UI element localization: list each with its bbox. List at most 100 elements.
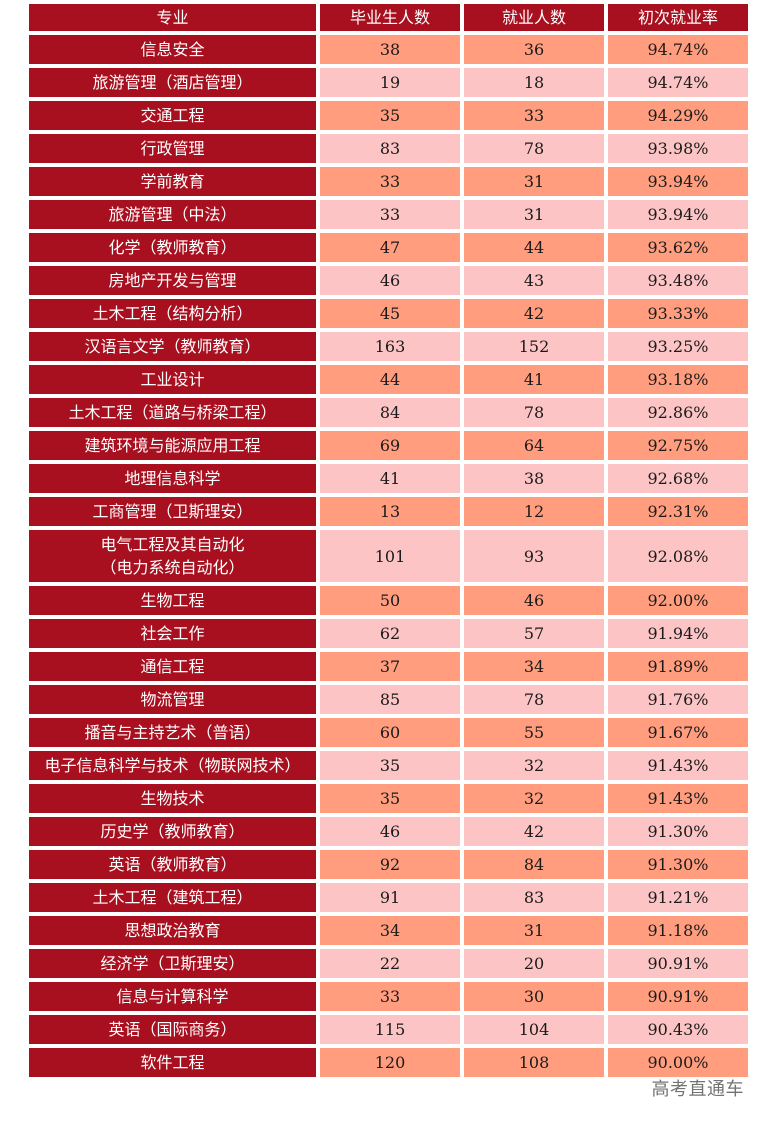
column-header-graduates: 毕业生人数 — [320, 4, 460, 31]
graduates-cell: 38 — [320, 35, 460, 64]
major-cell: 工商管理（卫斯理安） — [29, 497, 316, 526]
employed-cell: 31 — [464, 200, 604, 229]
major-cell: 交通工程 — [29, 101, 316, 130]
major-cell: 土木工程（建筑工程） — [29, 883, 316, 912]
employed-cell: 78 — [464, 398, 604, 427]
rate-cell: 91.18% — [608, 916, 748, 945]
major-cell: 电气工程及其自动化 （电力系统自动化） — [29, 530, 316, 582]
employed-cell: 44 — [464, 233, 604, 262]
rate-cell: 93.62% — [608, 233, 748, 262]
major-cell: 思想政治教育 — [29, 916, 316, 945]
employed-cell: 12 — [464, 497, 604, 526]
major-cell: 地理信息科学 — [29, 464, 316, 493]
major-cell: 信息与计算科学 — [29, 982, 316, 1011]
graduates-cell: 62 — [320, 619, 460, 648]
watermark-text: 高考直通车 — [651, 1079, 744, 1100]
graduates-cell: 101 — [320, 530, 460, 582]
employed-cell: 104 — [464, 1015, 604, 1044]
graduates-cell: 115 — [320, 1015, 460, 1044]
rate-cell: 91.76% — [608, 685, 748, 714]
graduates-cell: 35 — [320, 101, 460, 130]
rate-cell: 90.91% — [608, 982, 748, 1011]
rate-cell: 91.67% — [608, 718, 748, 747]
graduates-cell: 22 — [320, 949, 460, 978]
employed-cell: 32 — [464, 751, 604, 780]
column-header-employed: 就业人数 — [464, 4, 604, 31]
rate-cell: 90.91% — [608, 949, 748, 978]
column-header-rate: 初次就业率 — [608, 4, 748, 31]
graduates-cell: 83 — [320, 134, 460, 163]
rate-cell: 91.21% — [608, 883, 748, 912]
major-cell: 历史学（教师教育） — [29, 817, 316, 846]
employed-cell: 43 — [464, 266, 604, 295]
rate-cell: 93.25% — [608, 332, 748, 361]
employed-cell: 108 — [464, 1048, 604, 1077]
major-cell: 房地产开发与管理 — [29, 266, 316, 295]
rate-cell: 92.08% — [608, 530, 748, 582]
employed-cell: 78 — [464, 134, 604, 163]
employed-cell: 30 — [464, 982, 604, 1011]
major-cell: 信息安全 — [29, 35, 316, 64]
rate-cell: 91.89% — [608, 652, 748, 681]
rate-cell: 90.43% — [608, 1015, 748, 1044]
rate-cell: 91.30% — [608, 850, 748, 879]
employed-cell: 57 — [464, 619, 604, 648]
major-cell: 汉语言文学（教师教育） — [29, 332, 316, 361]
major-cell: 物流管理 — [29, 685, 316, 714]
rate-cell: 94.29% — [608, 101, 748, 130]
major-cell: 英语（教师教育） — [29, 850, 316, 879]
rate-cell: 91.94% — [608, 619, 748, 648]
graduates-cell: 44 — [320, 365, 460, 394]
column-header-major: 专业 — [29, 4, 316, 31]
graduates-cell: 47 — [320, 233, 460, 262]
employed-cell: 33 — [464, 101, 604, 130]
major-cell: 电子信息科学与技术（物联网技术） — [29, 751, 316, 780]
rate-cell: 93.94% — [608, 167, 748, 196]
employment-rate-table: 专业 毕业生人数 就业人数 初次就业率 信息安全 38 36 94.74% 旅游管理（酒… — [29, 4, 748, 1077]
major-cell: 旅游管理（酒店管理） — [29, 68, 316, 97]
major-cell: 学前教育 — [29, 167, 316, 196]
employed-cell: 83 — [464, 883, 604, 912]
graduates-cell: 91 — [320, 883, 460, 912]
major-cell: 播音与主持艺术（普语） — [29, 718, 316, 747]
major-cell: 行政管理 — [29, 134, 316, 163]
rate-cell: 91.43% — [608, 751, 748, 780]
major-cell: 软件工程 — [29, 1048, 316, 1077]
major-cell: 生物技术 — [29, 784, 316, 813]
graduates-cell: 33 — [320, 167, 460, 196]
graduates-cell: 45 — [320, 299, 460, 328]
major-cell: 土木工程（结构分析） — [29, 299, 316, 328]
rate-cell: 93.98% — [608, 134, 748, 163]
graduates-cell: 46 — [320, 817, 460, 846]
employed-cell: 31 — [464, 167, 604, 196]
graduates-cell: 33 — [320, 200, 460, 229]
employed-cell: 46 — [464, 586, 604, 615]
employed-cell: 42 — [464, 817, 604, 846]
major-cell: 旅游管理（中法） — [29, 200, 316, 229]
major-cell: 经济学（卫斯理安） — [29, 949, 316, 978]
major-cell: 社会工作 — [29, 619, 316, 648]
rate-cell: 93.94% — [608, 200, 748, 229]
employed-cell: 55 — [464, 718, 604, 747]
employed-cell: 78 — [464, 685, 604, 714]
employed-cell: 93 — [464, 530, 604, 582]
major-cell: 通信工程 — [29, 652, 316, 681]
rate-cell: 92.31% — [608, 497, 748, 526]
graduates-cell: 120 — [320, 1048, 460, 1077]
employed-cell: 31 — [464, 916, 604, 945]
major-cell: 土木工程（道路与桥梁工程） — [29, 398, 316, 427]
graduates-cell: 50 — [320, 586, 460, 615]
graduates-cell: 163 — [320, 332, 460, 361]
rate-cell: 92.00% — [608, 586, 748, 615]
rate-cell: 93.18% — [608, 365, 748, 394]
employed-cell: 38 — [464, 464, 604, 493]
major-cell: 建筑环境与能源应用工程 — [29, 431, 316, 460]
graduates-cell: 92 — [320, 850, 460, 879]
graduates-cell: 33 — [320, 982, 460, 1011]
rate-cell: 90.00% — [608, 1048, 748, 1077]
graduates-cell: 41 — [320, 464, 460, 493]
employed-cell: 84 — [464, 850, 604, 879]
major-cell: 生物工程 — [29, 586, 316, 615]
graduates-cell: 46 — [320, 266, 460, 295]
rate-cell: 92.86% — [608, 398, 748, 427]
